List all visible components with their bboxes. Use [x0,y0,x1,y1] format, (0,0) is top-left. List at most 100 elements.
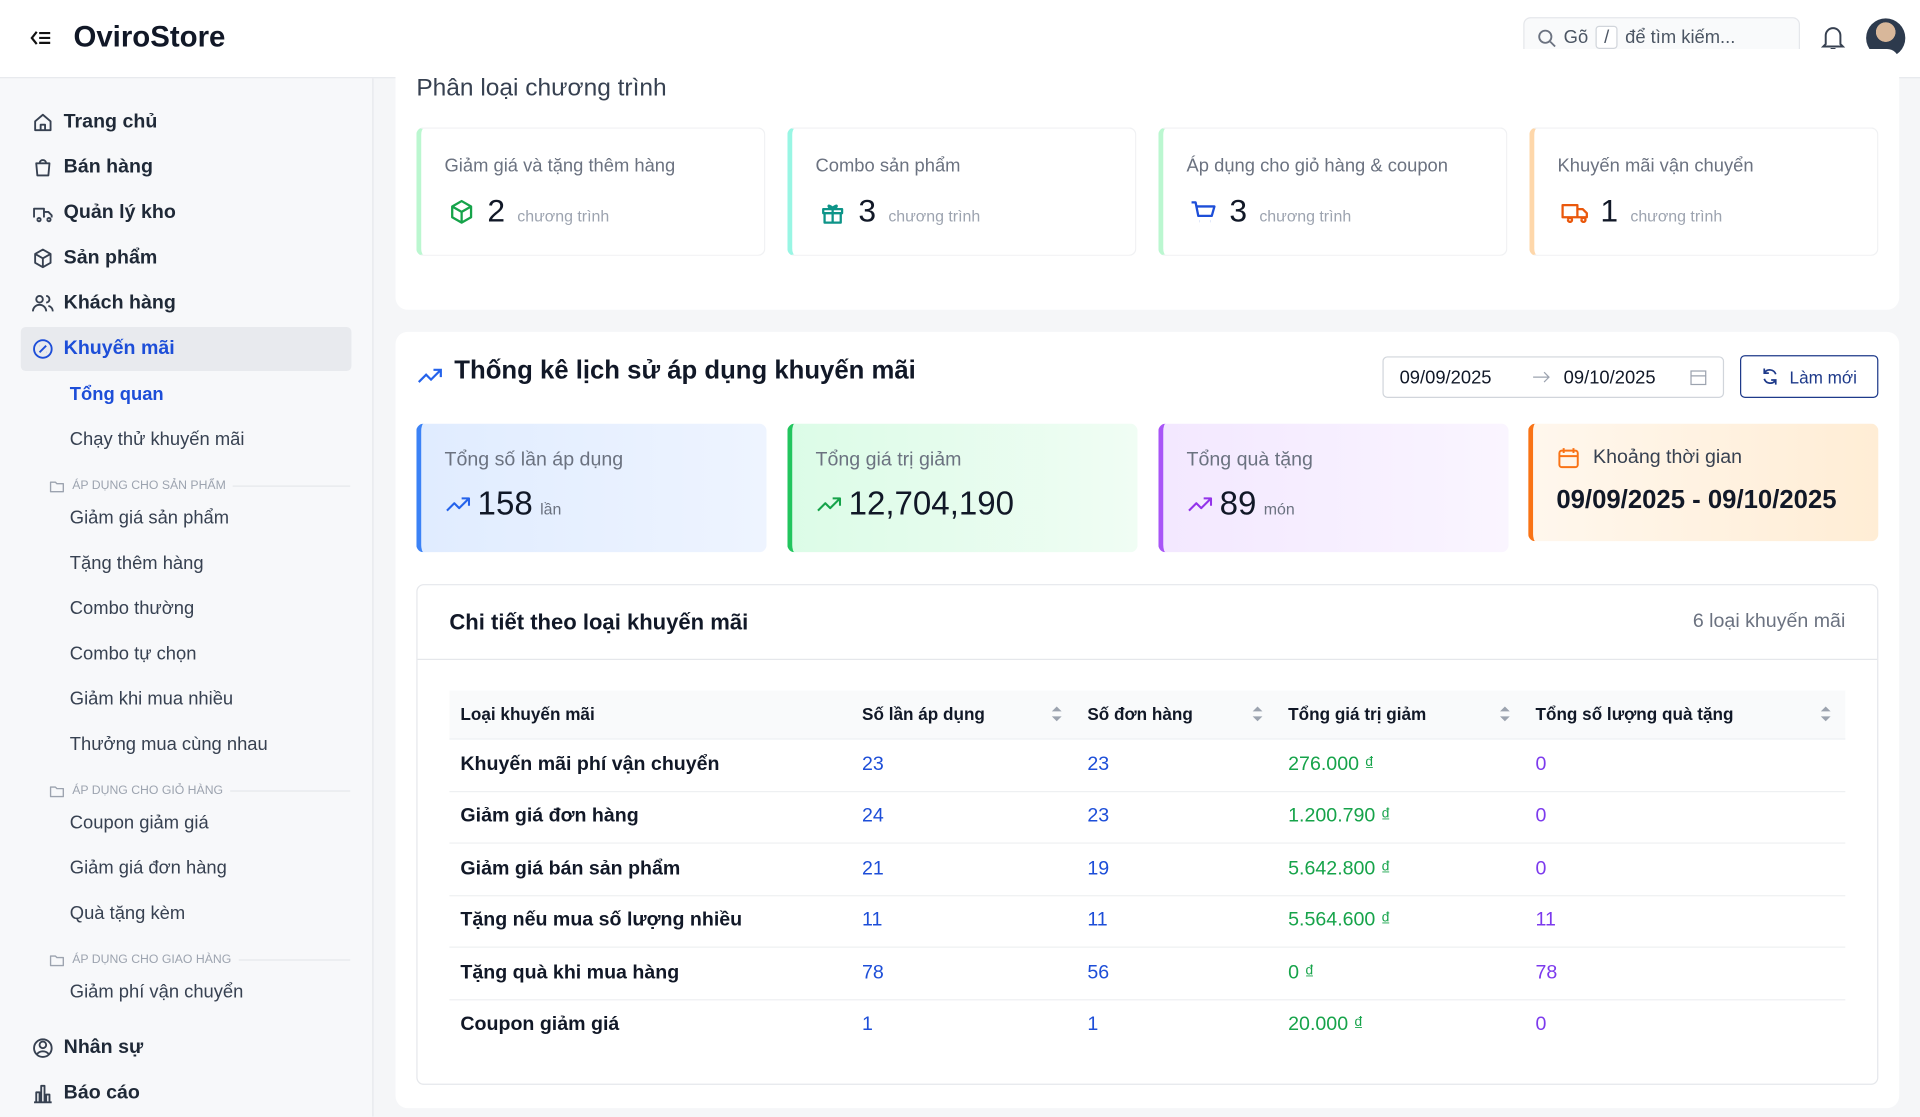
program-unit: chương trình [888,206,981,226]
row-divider [449,894,1846,897]
row-divider [449,998,1846,1000]
date-range[interactable]: 09/09/2025 09/10/2025 [1382,356,1725,398]
period-card: Khoảng thời gian 09/09/2025 - 09/10/2025 [1528,423,1879,542]
table-cell: 0 [1535,1013,1547,1035]
column-header: Loại khuyến mãi [460,704,595,724]
nav-item[interactable]: Báo cáo [32,1082,140,1104]
nav-sub-item[interactable]: Chạy thử khuyến mãi [69,429,245,451]
nav-item[interactable]: Nhân sự [32,1037,143,1059]
table-cell: 78 [862,961,884,983]
table-cell: Coupon giảm giá [460,1013,620,1035]
collapse-icon[interactable] [29,27,51,49]
table-cell: 0 ₫ [1288,961,1315,983]
program-card: Giảm giá và tặng thêm hàng 2 chương trình [416,127,766,256]
table-cell: 0 [1535,806,1547,828]
program-count: 3 [1229,192,1248,229]
table-header [449,690,1846,740]
table-cell: 0 [1535,858,1547,879]
program-value: 1 chương trình [1561,192,1722,230]
table-cell: 20.000 ₫ [1288,1013,1364,1035]
program-card: Combo sản phẩm 3 chương trình [787,127,1137,256]
icon [32,247,54,269]
nav-item[interactable]: Sản phẩm [32,247,157,269]
detail-title: Chi tiết theo loại khuyến mãi [449,609,749,635]
nav-item[interactable]: Trang chủ [32,111,157,133]
table-cell: 56 [1087,961,1110,983]
program-label: Giảm giá và tặng thêm hàng [444,155,676,177]
nav-item[interactable]: Quản lý kho [32,202,176,224]
table-cell: 1.200.790 ₫ [1288,806,1391,828]
program-count: 1 [1600,192,1619,229]
icon [1561,198,1588,225]
nav-group: ÁP DỤNG CHO GIỎ HÀNG [49,783,351,799]
program-value: 3 chương trình [1190,192,1351,230]
table-cell: 11 [862,910,883,931]
stat-number: 89 [1219,484,1257,522]
nav-sub-item[interactable]: Thưởng mua cùng nhau [69,734,268,755]
table-cell: Giảm giá bán sản phẩm [460,858,681,879]
column-header: Tổng giá trị giảm [1288,704,1427,724]
icon [448,198,475,225]
stat-number: 158 [477,484,533,522]
table-cell: 23 [1087,806,1110,828]
icon [49,952,65,968]
sort-icon[interactable] [1820,705,1832,728]
period-value: 09/09/2025 - 09/10/2025 [1556,486,1837,515]
table-cell: Tặng quà khi mua hàng [460,961,680,983]
column-header: Tổng số lượng quà tặng [1535,704,1734,724]
sort-icon[interactable] [1251,705,1263,728]
stats-title: Thống kê lịch sử áp dụng khuyến mãi [454,356,916,385]
nav-sub-item[interactable]: Giảm giá sản phẩm [69,507,230,529]
stat-unit: lần [540,499,562,518]
nav-item[interactable]: Khuyến mãi [32,338,175,360]
programs-title: Phân loại chương trình [416,74,667,102]
program-unit: chương trình [1259,206,1352,226]
sort-icon[interactable] [1499,705,1511,728]
nav-sub-item[interactable]: Combo tự chọn [69,643,197,665]
icon [32,1037,54,1059]
sort-icon[interactable] [1051,705,1063,728]
program-card: Khuyến mãi vận chuyển 1 chương trình [1529,127,1879,256]
nav-group: ÁP DỤNG CHO GIAO HÀNG [49,952,351,968]
table-cell: 23 [1087,754,1110,776]
nav-sub-item[interactable]: Coupon giảm giá [69,812,209,834]
stat-label: Tổng giá trị giảm [815,449,962,471]
nav-sub-item[interactable]: Quà tặng kèm [69,903,186,924]
stat-value: 12,704,190 [817,485,1014,523]
program-count: 3 [858,192,877,229]
stat-value: 158 lần [446,484,562,523]
nav-group-title: ÁP DỤNG CHO GIỎ HÀNG [72,784,224,798]
nav-sub-item[interactable]: Giảm giá đơn hàng [69,857,227,879]
nav-label: Báo cáo [63,1082,140,1104]
table-cell: 23 [862,754,884,776]
bell-icon[interactable] [1820,24,1846,51]
table-cell: 5.564.600 ₫ [1288,910,1391,931]
program-label: Khuyến mãi vận chuyển [1557,155,1754,177]
icon [49,478,65,494]
icon [32,1082,54,1104]
nav-label: Bán hàng [63,156,153,178]
nav-sub-item[interactable]: Tổng quan [69,383,164,405]
table-cell: Giảm giá đơn hàng [460,806,639,828]
nav-sub-item[interactable]: Giảm khi mua nhiều [69,688,234,710]
nav-sub-item[interactable]: Giảm phí vận chuyển [69,981,244,1003]
nav-item[interactable]: Bán hàng [32,157,153,179]
stat-card: Tổng giá trị giảm 12,704,190 [787,423,1138,553]
nav-item[interactable]: Khách hàng [32,293,176,315]
nav-sub-item[interactable]: Combo thường [69,598,195,619]
program-label: Combo sản phẩm [815,155,961,177]
trend-icon [417,368,442,383]
calendar-icon [1690,370,1707,386]
period-label: Khoảng thời gian [1593,446,1743,468]
nav-label: Sản phẩm [63,247,158,269]
calendar-icon [1558,448,1579,469]
nav-sub-item[interactable]: Tặng thêm hàng [69,552,204,574]
refresh-button[interactable]: Làm mới [1740,355,1879,398]
icon [1190,198,1217,225]
icon [446,492,471,516]
icon [32,202,54,224]
sidebar: Trang chủ Bán hàng Quản lý kho Sản phẩm Khác… [0,78,374,1117]
table-cell: 1 [862,1013,873,1035]
refresh-icon [1763,368,1778,385]
